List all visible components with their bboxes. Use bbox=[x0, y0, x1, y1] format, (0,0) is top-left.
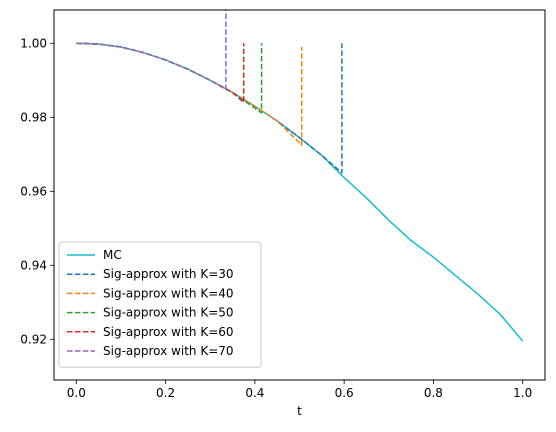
legend: MC Sig-approx with K=30 Sig-approx with K=… bbox=[58, 241, 262, 368]
legend-label: Sig-approx with K=60 bbox=[103, 325, 234, 339]
series-line-5 bbox=[76, 10, 227, 91]
x-axis: 0.0 0.2 0.4 0.6 0.8 1.0 bbox=[67, 380, 532, 400]
y-axis: 0.92 0.94 0.96 0.98 1.00 bbox=[20, 36, 54, 346]
plot-area bbox=[76, 10, 524, 342]
x-tick-label: 0.4 bbox=[245, 386, 264, 400]
legend-label: Sig-approx with K=40 bbox=[103, 286, 234, 300]
legend-label: Sig-approx with K=30 bbox=[103, 267, 234, 281]
y-tick-label: 0.94 bbox=[20, 258, 47, 272]
legend-label: MC bbox=[103, 248, 122, 262]
x-tick-label: 0.2 bbox=[156, 386, 175, 400]
y-tick-label: 0.96 bbox=[20, 184, 47, 198]
y-tick-label: 0.92 bbox=[20, 332, 47, 346]
axes-frame bbox=[53, 9, 546, 381]
x-tick-label: 0.8 bbox=[424, 386, 443, 400]
x-tick-label: 1.0 bbox=[513, 386, 532, 400]
x-tick-label: 0.6 bbox=[335, 386, 354, 400]
legend-label: Sig-approx with K=70 bbox=[103, 344, 234, 358]
y-tick-label: 1.00 bbox=[20, 36, 47, 50]
x-tick-label: 0.0 bbox=[67, 386, 86, 400]
legend-label: Sig-approx with K=50 bbox=[103, 306, 234, 320]
legend-box bbox=[58, 241, 262, 368]
x-axis-label: t bbox=[297, 404, 302, 418]
y-tick-label: 0.98 bbox=[20, 110, 47, 124]
